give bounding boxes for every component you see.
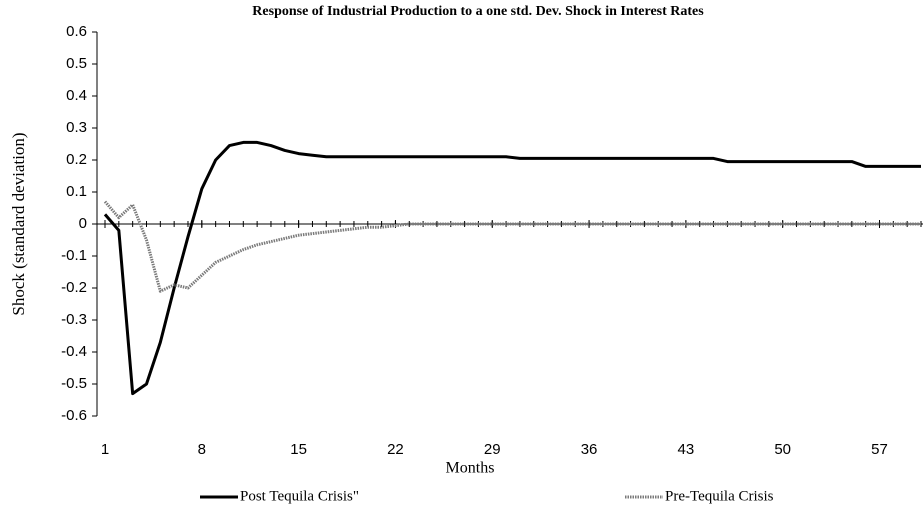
x-tick-label: 22 xyxy=(387,441,404,458)
y-tick-label: 0.1 xyxy=(66,183,87,200)
x-tick-label: 15 xyxy=(290,441,307,458)
x-tick-label: 29 xyxy=(484,441,501,458)
series-line xyxy=(103,200,921,293)
y-axis-label: Shock (standard deviation) xyxy=(9,132,28,315)
x-tick-label: 50 xyxy=(774,441,791,458)
chart-title: Response of Industrial Production to a o… xyxy=(252,4,704,19)
y-tick-label: 0 xyxy=(79,215,87,232)
y-tick-label: -0.2 xyxy=(61,279,87,296)
legend-label: Post Tequila Crisis" xyxy=(240,488,359,504)
y-tick-label: -0.5 xyxy=(61,375,87,392)
legend-label: Pre-Tequila Crisis xyxy=(665,488,774,504)
y-tick-label: 0.4 xyxy=(66,87,87,104)
x-tick-label: 1 xyxy=(101,441,109,458)
x-axis-label: Months xyxy=(446,460,495,477)
x-tick-label: 36 xyxy=(581,441,598,458)
y-tick-label: -0.1 xyxy=(61,247,87,264)
x-tick-label: 57 xyxy=(871,441,888,458)
y-tick-label: 0.2 xyxy=(66,151,87,168)
y-tick-label: -0.6 xyxy=(61,407,87,424)
x-tick-label: 43 xyxy=(678,441,695,458)
y-tick-label: -0.3 xyxy=(61,311,87,328)
y-tick-label: 0.3 xyxy=(66,119,87,136)
y-tick-label: 0.6 xyxy=(66,23,87,40)
y-tick-label: 0.5 xyxy=(66,55,87,72)
series-line xyxy=(103,140,921,396)
y-tick-label: -0.4 xyxy=(61,343,87,360)
x-tick-label: 8 xyxy=(198,441,206,458)
